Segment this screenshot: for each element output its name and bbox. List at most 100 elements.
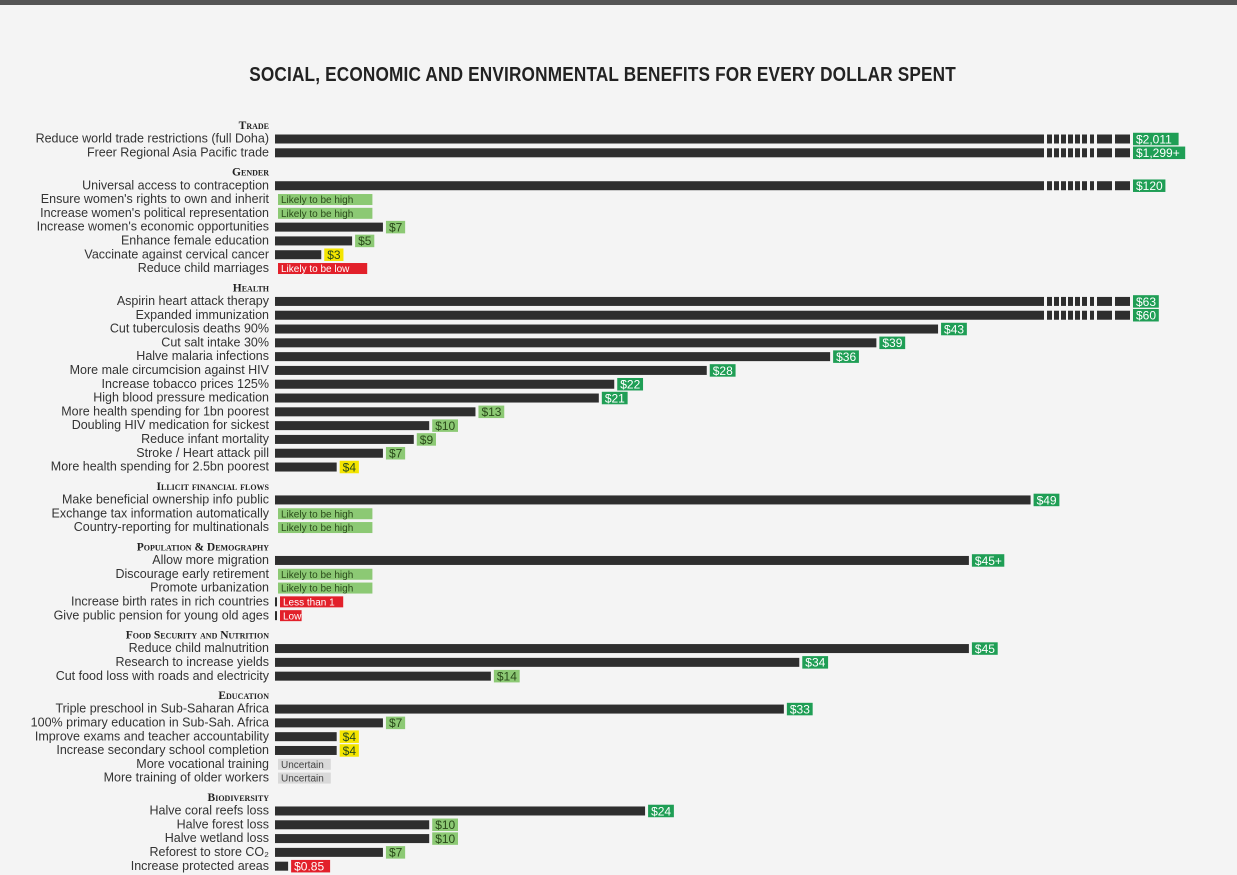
bar-break-segment: [1047, 181, 1052, 191]
bar-row: Increase tobacco prices 125% $22: [102, 377, 644, 392]
category-header: Population & Demography: [137, 541, 270, 553]
value-label: Less than 1: [283, 597, 335, 608]
value-label: Likely to be high: [281, 584, 353, 595]
bar: [275, 597, 277, 607]
value-label: $4: [343, 744, 357, 758]
bar-break-segment: [1047, 310, 1052, 320]
bar-label: Increase birth rates in rich countries: [71, 594, 269, 608]
value-tag: [278, 263, 368, 275]
value-label: $5: [358, 234, 372, 248]
bar: [275, 352, 831, 362]
value-label: $34: [805, 656, 825, 670]
bar-row: Increase secondary school completion $4: [56, 743, 359, 758]
bar-label: Reduce infant mortality: [141, 432, 270, 446]
bar-break-segment: [1054, 148, 1059, 158]
bar-row: More health spending for 1bn poorest $13: [61, 404, 505, 419]
value-label: Likely to be high: [281, 195, 353, 206]
bar-label: More health spending for 2.5bn poorest: [51, 460, 270, 474]
value-label: $49: [1037, 493, 1057, 507]
bar-row: Enhance female education $5: [121, 234, 375, 248]
value-tag: [339, 730, 359, 743]
bar-break-segment: [1047, 148, 1052, 158]
bar-break-segment: [1047, 134, 1052, 144]
value-tag: [786, 702, 813, 716]
value-tag: [278, 207, 373, 219]
value-tag: [709, 364, 736, 377]
bar-break-segment: [1054, 134, 1059, 144]
bar-row: More male circumcision against HIV $28: [70, 363, 736, 378]
bar-break-segment: [1075, 148, 1080, 158]
bar-row: Country-reporting for multinationals Like…: [74, 520, 373, 534]
bar-break-segment: [1068, 310, 1073, 320]
value-tag: [278, 568, 373, 580]
bar-row: Doubling HIV medication for sickest $10: [72, 418, 458, 433]
value-tag: [879, 336, 906, 350]
bar-label: More male circumcision against HIV: [70, 363, 270, 377]
bar-label: Give public pension for young old ages: [54, 608, 269, 622]
bar-label: Universal access to contraception: [82, 178, 269, 192]
bar-label: Allow more migration: [152, 553, 269, 567]
bar-label: Ensure women's rights to own and inherit: [41, 192, 270, 206]
bar-break-segment: [1061, 134, 1066, 144]
bar: [275, 644, 969, 654]
bar-break-segment: [1097, 148, 1112, 158]
value-label: $33: [790, 702, 810, 716]
value-label: $7: [389, 716, 403, 730]
bar-label: Vaccinate against cervical cancer: [84, 247, 269, 261]
bar-row: More vocational training Uncertain: [136, 757, 331, 771]
bar: [275, 134, 1044, 144]
bar: [275, 611, 277, 621]
bar-label: Research to increase yields: [115, 655, 269, 669]
bar: [275, 379, 615, 389]
value-tag: [278, 758, 331, 770]
bar-break-segment: [1054, 181, 1059, 191]
value-tag: [339, 744, 359, 757]
value-label: $22: [620, 378, 640, 392]
value-tag: [278, 582, 373, 594]
bar-label: Halve malaria infections: [136, 349, 269, 363]
bar-row: Freer Regional Asia Pacific trade $1,299+: [87, 145, 1186, 160]
value-tag: [278, 194, 373, 206]
bar-label: Freer Regional Asia Pacific trade: [87, 145, 269, 159]
value-tag: [601, 391, 628, 405]
bar-row: Increase birth rates in rich countries Le…: [71, 594, 344, 608]
value-tag: [385, 446, 406, 460]
bar-row: Improve exams and teacher accountability…: [35, 729, 359, 744]
bar: [275, 834, 430, 844]
bar-label: Enhance female education: [121, 234, 269, 248]
value-tag: [493, 669, 520, 683]
bar: [275, 434, 414, 444]
bar-row: Cut tuberculosis deaths 90% $43: [110, 322, 967, 336]
bar: [275, 338, 877, 348]
bar-row: Halve wetland loss $10: [165, 831, 458, 846]
bar-break-segment: [1115, 296, 1130, 306]
bar-row: Discourage early retirement Likely to be …: [115, 567, 373, 581]
bar: [275, 704, 784, 714]
bar-label: Country-reporting for multinationals: [74, 520, 269, 534]
bar: [275, 820, 430, 830]
value-tag: [432, 419, 458, 432]
bar: [275, 462, 337, 472]
value-label: Likely to be high: [281, 523, 353, 534]
category-header: Food Security and Nutrition: [126, 630, 269, 642]
value-tag: [278, 522, 373, 534]
value-tag: [324, 248, 344, 261]
bar: [275, 407, 476, 417]
value-tag: [833, 350, 859, 363]
bar-row: 100% primary education in Sub-Sah. Afric…: [31, 715, 406, 730]
bar-label: Improve exams and teacher accountability: [35, 729, 270, 743]
bar-label: Increase protected areas: [131, 859, 269, 873]
value-tag: [280, 596, 344, 608]
bar-label: Reforest to store CO₂: [150, 845, 270, 859]
bar-break-segment: [1097, 181, 1112, 191]
bar: [275, 861, 289, 871]
bar: [275, 236, 353, 246]
bar-row: Exchange tax information automatically Li…: [52, 506, 373, 520]
bar-break-segment: [1075, 296, 1080, 306]
value-label: $10: [435, 419, 455, 433]
bar: [275, 222, 383, 232]
bar: [275, 181, 1044, 191]
top-border: [0, 0, 1237, 5]
